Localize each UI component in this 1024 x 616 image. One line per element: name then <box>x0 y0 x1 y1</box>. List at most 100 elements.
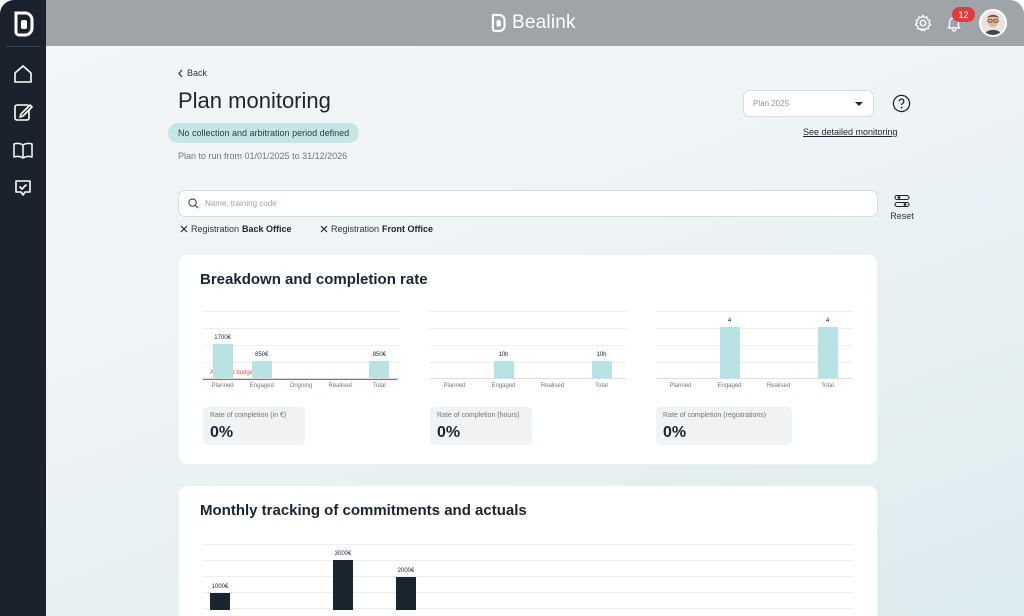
rate-label: Rate of completion (registrations) <box>663 412 767 419</box>
monthly-title: Monthly tracking of commitments and actu… <box>200 502 527 519</box>
category-label: Engaged <box>717 383 742 389</box>
breakdown-card: Breakdown and completion rate Allocated … <box>179 255 877 464</box>
filter-chip[interactable]: Registration Back Office <box>180 224 292 234</box>
page-title: Plan monitoring <box>178 88 331 113</box>
book-icon[interactable] <box>12 139 34 161</box>
back-label: Back <box>187 68 208 78</box>
bar-value-label: 4 <box>727 318 732 324</box>
budget-chart: Allocated budget 1700€Planned850€Engaged… <box>203 307 399 397</box>
filter-chip-prefix: Registration <box>331 224 380 234</box>
rate-box-euro: Rate of completion (in €) 0% <box>203 407 305 445</box>
home-icon[interactable] <box>12 63 34 85</box>
gridline <box>656 328 852 329</box>
category-label: Engaged <box>249 383 274 389</box>
rate-value: 0% <box>437 424 461 441</box>
bealink-logo-icon[interactable] <box>12 11 34 37</box>
sidebar-divider <box>6 46 40 47</box>
plan-run-dates: Plan to run from 01/01/2025 to 31/12/202… <box>178 151 348 161</box>
filter-sliders-icon <box>894 194 910 208</box>
filter-chip-prefix: Registration <box>191 224 240 234</box>
rate-value: 0% <box>210 424 234 441</box>
plan-select-value: Plan 2025 <box>753 99 790 108</box>
gridline <box>656 345 852 346</box>
category-label: Realised <box>766 383 791 389</box>
brand-name: Bealink <box>512 12 576 33</box>
filter-chip[interactable]: Registration Front Office <box>320 224 433 234</box>
registrations-chart: Planned 4 Engaged Realised 4 Total <box>656 307 852 397</box>
gridline <box>203 592 853 593</box>
reset-label: Reset <box>890 211 914 221</box>
back-link[interactable]: Back <box>177 68 207 78</box>
bar[interactable] <box>212 344 233 378</box>
gridline <box>203 311 399 312</box>
close-icon[interactable] <box>180 225 188 233</box>
gear-icon[interactable] <box>914 14 932 32</box>
category-label: Total <box>595 383 608 389</box>
category-label: Planned <box>211 383 234 389</box>
monthly-bar-value-label: 2000€ <box>397 568 415 574</box>
gridline <box>656 311 852 312</box>
bar-value-label: 850€ <box>255 352 269 358</box>
bar-value-label: 10h <box>596 352 607 358</box>
category-label: Realised <box>328 383 352 389</box>
gridline <box>203 560 853 561</box>
gridline <box>203 328 399 329</box>
breakdown-title: Breakdown and completion rate <box>200 271 428 288</box>
rate-label: Rate of completion (hours) <box>437 412 520 419</box>
rate-label: Rate of completion (in €) <box>210 412 287 419</box>
x-axis <box>430 378 626 379</box>
edit-icon[interactable] <box>12 101 34 123</box>
category-label: Realised <box>540 383 565 389</box>
see-detailed-monitoring-link[interactable]: See detailed monitoring <box>803 127 898 137</box>
brand[interactable]: Bealink <box>490 12 576 34</box>
hours-chart: Planned 10h Engaged Realised 10h Total <box>430 307 626 397</box>
monthly-bar[interactable] <box>210 593 230 610</box>
gridline <box>656 362 852 363</box>
reset-filters-button[interactable]: Reset <box>886 194 918 226</box>
bar[interactable] <box>251 361 272 378</box>
bar[interactable] <box>591 361 612 378</box>
monthly-chart: 1000€ 3000€ 2000€ <box>203 544 853 616</box>
x-axis <box>656 378 852 379</box>
sidebar <box>0 0 46 616</box>
bealink-logo-icon <box>491 13 506 33</box>
plan-select[interactable]: Plan 2025 <box>743 90 874 117</box>
category-label: Ongoing <box>289 383 313 389</box>
bar[interactable] <box>817 327 838 378</box>
monthly-bar-value-label: 1000€ <box>211 584 229 590</box>
category-label: Total <box>821 383 834 389</box>
bar[interactable] <box>369 361 390 378</box>
chevron-left-icon <box>178 69 183 77</box>
gridline <box>430 328 626 329</box>
gridline <box>430 345 626 346</box>
filter-chip-value: Back Office <box>242 224 292 234</box>
gridline <box>203 608 853 609</box>
bar[interactable] <box>493 361 514 378</box>
category-label: Engaged <box>491 383 516 389</box>
search-bar[interactable] <box>178 190 878 217</box>
user-avatar-icon <box>981 11 1005 35</box>
gridline <box>203 345 399 346</box>
avatar[interactable] <box>979 9 1007 37</box>
filter-chip-value: Front Office <box>382 224 434 234</box>
search-input[interactable] <box>205 199 805 208</box>
gridline <box>430 311 626 312</box>
category-label: Total <box>373 383 386 389</box>
close-icon[interactable] <box>320 225 328 233</box>
checklist-icon[interactable] <box>12 177 34 199</box>
caret-down-icon <box>855 102 863 106</box>
help-icon[interactable] <box>892 94 911 113</box>
bar-value-label: 4 <box>825 318 830 324</box>
allocated-budget-line <box>203 379 397 380</box>
monthly-bar[interactable] <box>333 560 353 610</box>
bar-value-label: 850€ <box>372 352 387 358</box>
period-notice-badge: No collection and arbitration period def… <box>168 123 360 143</box>
gridline <box>430 362 626 363</box>
monthly-bar-value-label: 3000€ <box>334 551 352 557</box>
x-axis <box>203 378 399 379</box>
bar[interactable] <box>719 327 740 378</box>
monthly-bar[interactable] <box>396 577 416 610</box>
notification-badge[interactable]: 12 <box>952 7 975 22</box>
category-label: Planned <box>669 383 692 389</box>
